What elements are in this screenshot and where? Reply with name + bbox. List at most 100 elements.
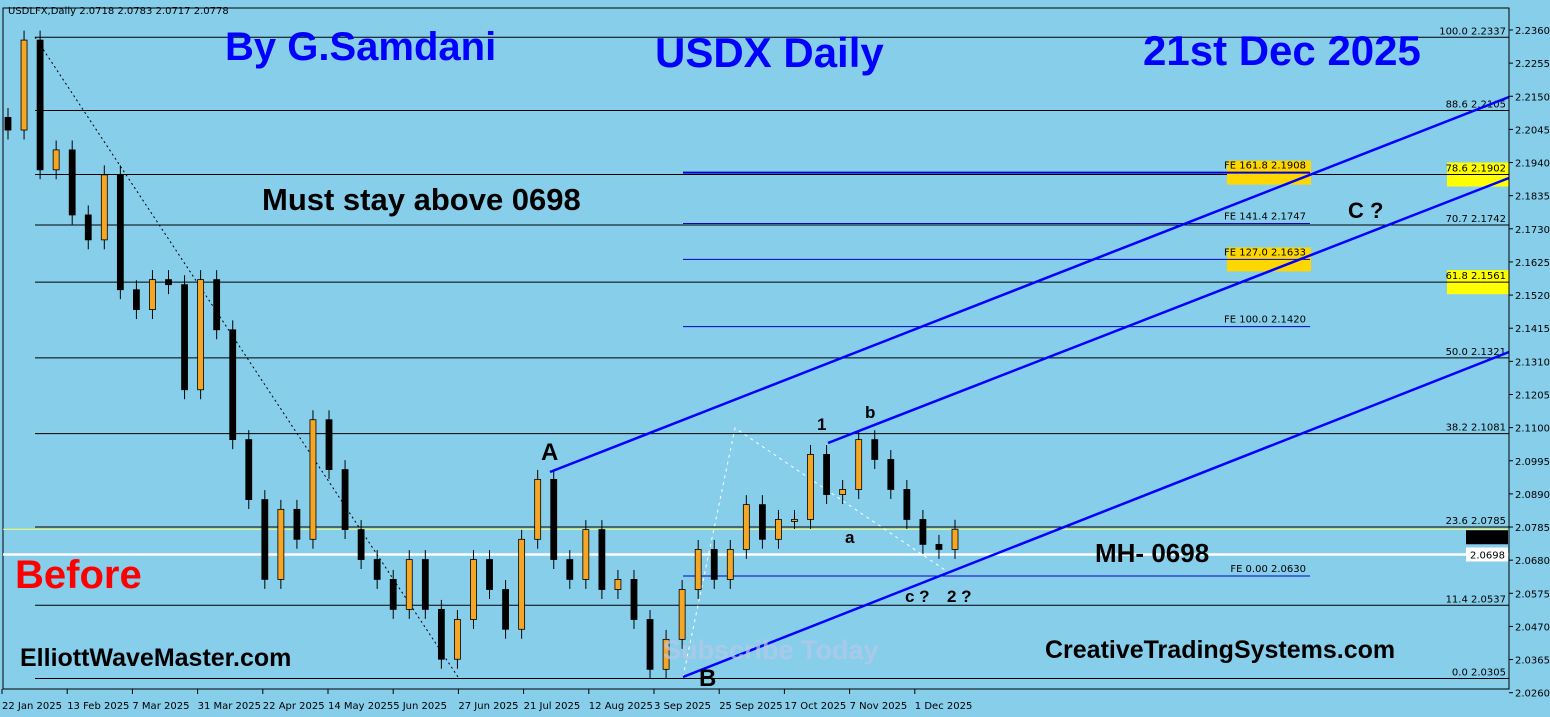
fe-dotted-line: [682, 427, 946, 678]
bear-candle: [229, 329, 237, 441]
bear-candle: [935, 543, 943, 550]
fe-level-label: FE 100.0 2.1420: [1224, 315, 1306, 326]
bear-candle: [373, 559, 381, 580]
y-tick-label: 2.0680: [1515, 556, 1550, 567]
mh-price-tag: [1466, 547, 1508, 562]
bull-candle: [149, 279, 156, 310]
y-tick-label: 2.1205: [1515, 390, 1550, 401]
bear-candle: [646, 619, 654, 670]
bull-candle: [454, 619, 461, 660]
bull-candle: [277, 508, 285, 580]
bull-candle: [614, 579, 622, 590]
date-title: 21st Dec 2025: [1143, 27, 1421, 74]
chart-title: USDX Daily: [655, 29, 884, 76]
x-tick-label: 17 Oct 2025: [784, 701, 846, 712]
y-tick-label: 2.1415: [1515, 324, 1550, 335]
y-tick-label: 2.0785: [1515, 523, 1550, 534]
bear-candle: [181, 284, 188, 391]
bull-candle: [20, 39, 28, 131]
y-tick-label: 2.0365: [1515, 656, 1550, 667]
bear-candle: [68, 149, 76, 216]
bull-candle: [405, 559, 413, 610]
bear-candle: [116, 174, 124, 291]
bear-candle: [871, 439, 879, 460]
y-tick-label: 2.2045: [1515, 125, 1550, 136]
fib-level-label: 11.4 2.0537: [1446, 594, 1506, 605]
y-tick-label: 2.0470: [1515, 622, 1550, 633]
bear-candle: [84, 214, 92, 241]
channel-middle-line[interactable]: [827, 176, 1510, 445]
bear-candle: [903, 489, 911, 520]
bear-candle: [598, 529, 606, 590]
bear-candle: [36, 39, 44, 171]
wave-label-1: 1: [817, 415, 826, 434]
mh-label: MH- 0698: [1095, 538, 1209, 568]
bull-candle: [694, 549, 702, 590]
y-tick-label: 2.1310: [1515, 357, 1550, 368]
author-title: By G.Samdani: [225, 25, 496, 69]
x-tick-label: 5 Jun 2025: [393, 701, 447, 712]
x-tick-label: 22 Jan 2025: [2, 701, 62, 712]
channel-lower-line[interactable]: [682, 350, 1510, 679]
y-tick-label: 2.1835: [1515, 192, 1550, 203]
x-tick-label: 13 Feb 2025: [67, 701, 129, 712]
bull-candle: [534, 478, 542, 540]
bear-candle: [325, 419, 333, 470]
channel-upper-line[interactable]: [549, 95, 1510, 474]
y-tick-label: 2.1940: [1515, 159, 1550, 170]
bear-candle: [245, 439, 253, 500]
before-label: Before: [15, 553, 142, 597]
current-price-tag: [1466, 530, 1508, 545]
wave-label-B: B: [699, 665, 716, 692]
bull-candle: [855, 439, 863, 490]
fe-level-label: FE 141.4 2.1747: [1224, 211, 1306, 222]
bear-candle: [357, 529, 365, 560]
bear-candle: [887, 459, 895, 490]
current-price-text: 2.0778: [1470, 533, 1505, 544]
bear-candle: [630, 579, 638, 620]
bull-candle: [518, 538, 526, 630]
bull-candle: [951, 528, 959, 550]
x-tick-label: 7 Nov 2025: [850, 701, 908, 712]
y-tick-label: 2.2255: [1515, 59, 1550, 70]
y-tick-label: 2.1100: [1515, 424, 1550, 435]
y-tick-label: 2.1520: [1515, 291, 1550, 302]
fe-level-label: FE 0.00 2.0630: [1230, 564, 1306, 575]
x-tick-label: 3 Sep 2025: [654, 701, 711, 712]
bull-candle: [309, 419, 317, 540]
bull-candle: [470, 559, 477, 620]
y-tick-label: 2.1730: [1515, 225, 1550, 236]
x-tick-label: 7 Mar 2025: [132, 701, 189, 712]
bear-candle: [437, 608, 445, 660]
bull-candle: [52, 149, 60, 171]
wave-label-2: 2 ?: [947, 587, 972, 606]
bear-candle: [566, 559, 574, 580]
bear-candle: [213, 279, 221, 331]
bear-candle: [341, 469, 349, 530]
x-tick-label: 25 Sep 2025: [719, 701, 782, 712]
fib-level-label: 70.7 2.1742: [1446, 214, 1506, 225]
note-text: Must stay above 0698: [262, 182, 581, 217]
fib-level-label: 50.0 2.1321: [1446, 347, 1506, 358]
bull-candle: [742, 504, 750, 550]
wave-label-a: a: [845, 528, 855, 547]
symbol-info: USDLFX,Daily 2.0718 2.0783 2.0717 2.0778: [8, 6, 229, 17]
bear-candle: [293, 508, 301, 540]
x-tick-label: 27 Jun 2025: [458, 701, 518, 712]
fib-level-label: 38.2 2.1081: [1446, 423, 1506, 434]
y-tick-label: 2.1625: [1515, 258, 1550, 269]
bear-candle: [165, 279, 172, 286]
fib-level-label: 23.6 2.0785: [1446, 516, 1506, 527]
site-left: ElliottWaveMaster.com: [20, 644, 291, 672]
x-tick-label: 22 Apr 2025: [263, 701, 325, 712]
y-tick-label: 2.0995: [1515, 457, 1550, 468]
bull-candle: [807, 454, 814, 520]
bull-candle: [100, 174, 108, 241]
wave-label-A: A: [541, 439, 558, 466]
bull-candle: [791, 519, 798, 522]
y-tick-label: 2.0575: [1515, 589, 1550, 600]
x-tick-label: 14 May 2025: [328, 701, 393, 712]
fib-level-label: 61.8 2.1561: [1446, 271, 1506, 282]
bull-candle: [726, 549, 734, 580]
